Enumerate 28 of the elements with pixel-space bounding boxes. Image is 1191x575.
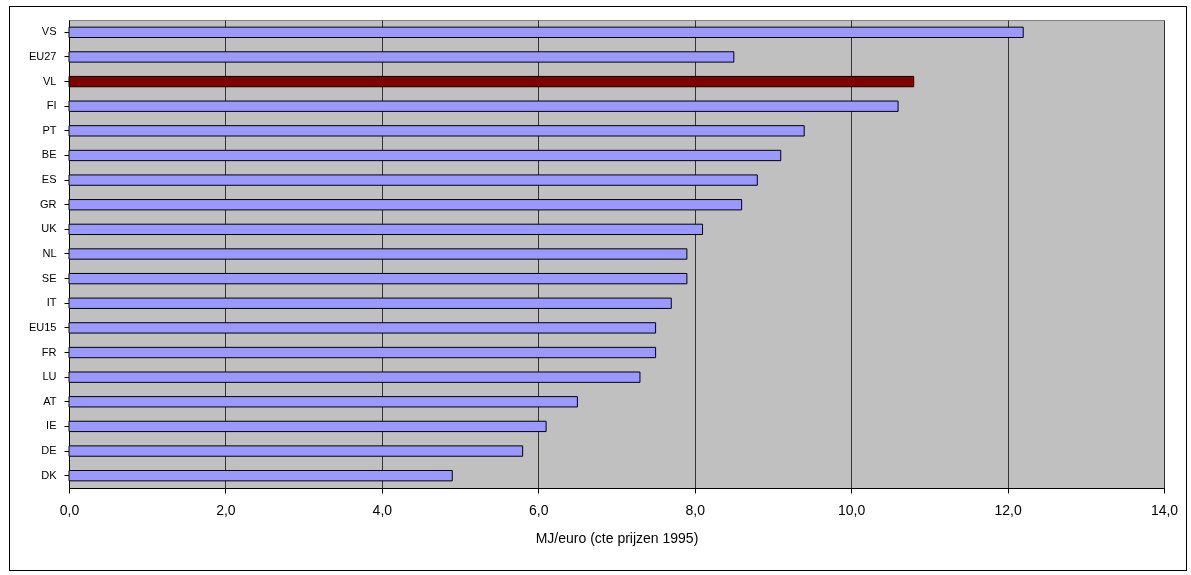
x-tick-label: 14,0 <box>1150 501 1179 518</box>
y-tick-label: EU27 <box>28 49 57 62</box>
x-axis-title: MJ/euro (cte prijzen 1995) <box>535 529 699 546</box>
y-tick-label: NL <box>42 247 57 259</box>
x-tick-label: 10,0 <box>838 501 866 518</box>
y-tick-label: UK <box>41 222 58 235</box>
y-tick-label: VS <box>41 25 57 38</box>
y-tick-label: AT <box>43 394 57 407</box>
y-tick-label: FI <box>46 99 57 112</box>
y-tick-label: EU15 <box>28 320 57 333</box>
y-tick-label: VL <box>43 74 57 87</box>
x-tick-label: 8,0 <box>685 501 706 518</box>
y-tick-label: ES <box>41 173 57 186</box>
y-tick-label: IT <box>46 296 57 309</box>
x-tick-label: 6,0 <box>529 501 549 518</box>
y-tick-label: SE <box>41 271 57 284</box>
y-tick-label: LU <box>42 370 57 383</box>
x-tick-label: 2,0 <box>216 501 236 518</box>
y-tick-label: IE <box>46 419 57 432</box>
x-tick-label: 12,0 <box>994 501 1022 518</box>
y-tick-label: DE <box>41 444 57 457</box>
y-tick-label: GR <box>40 197 57 210</box>
y-tick-label: BE <box>41 148 57 161</box>
x-tick-label: 0,0 <box>59 501 80 518</box>
y-tick-label: PT <box>42 123 57 136</box>
x-tick-label: 4,0 <box>372 501 393 518</box>
y-tick-label: FR <box>41 345 57 358</box>
y-tick-label: DK <box>41 468 58 481</box>
